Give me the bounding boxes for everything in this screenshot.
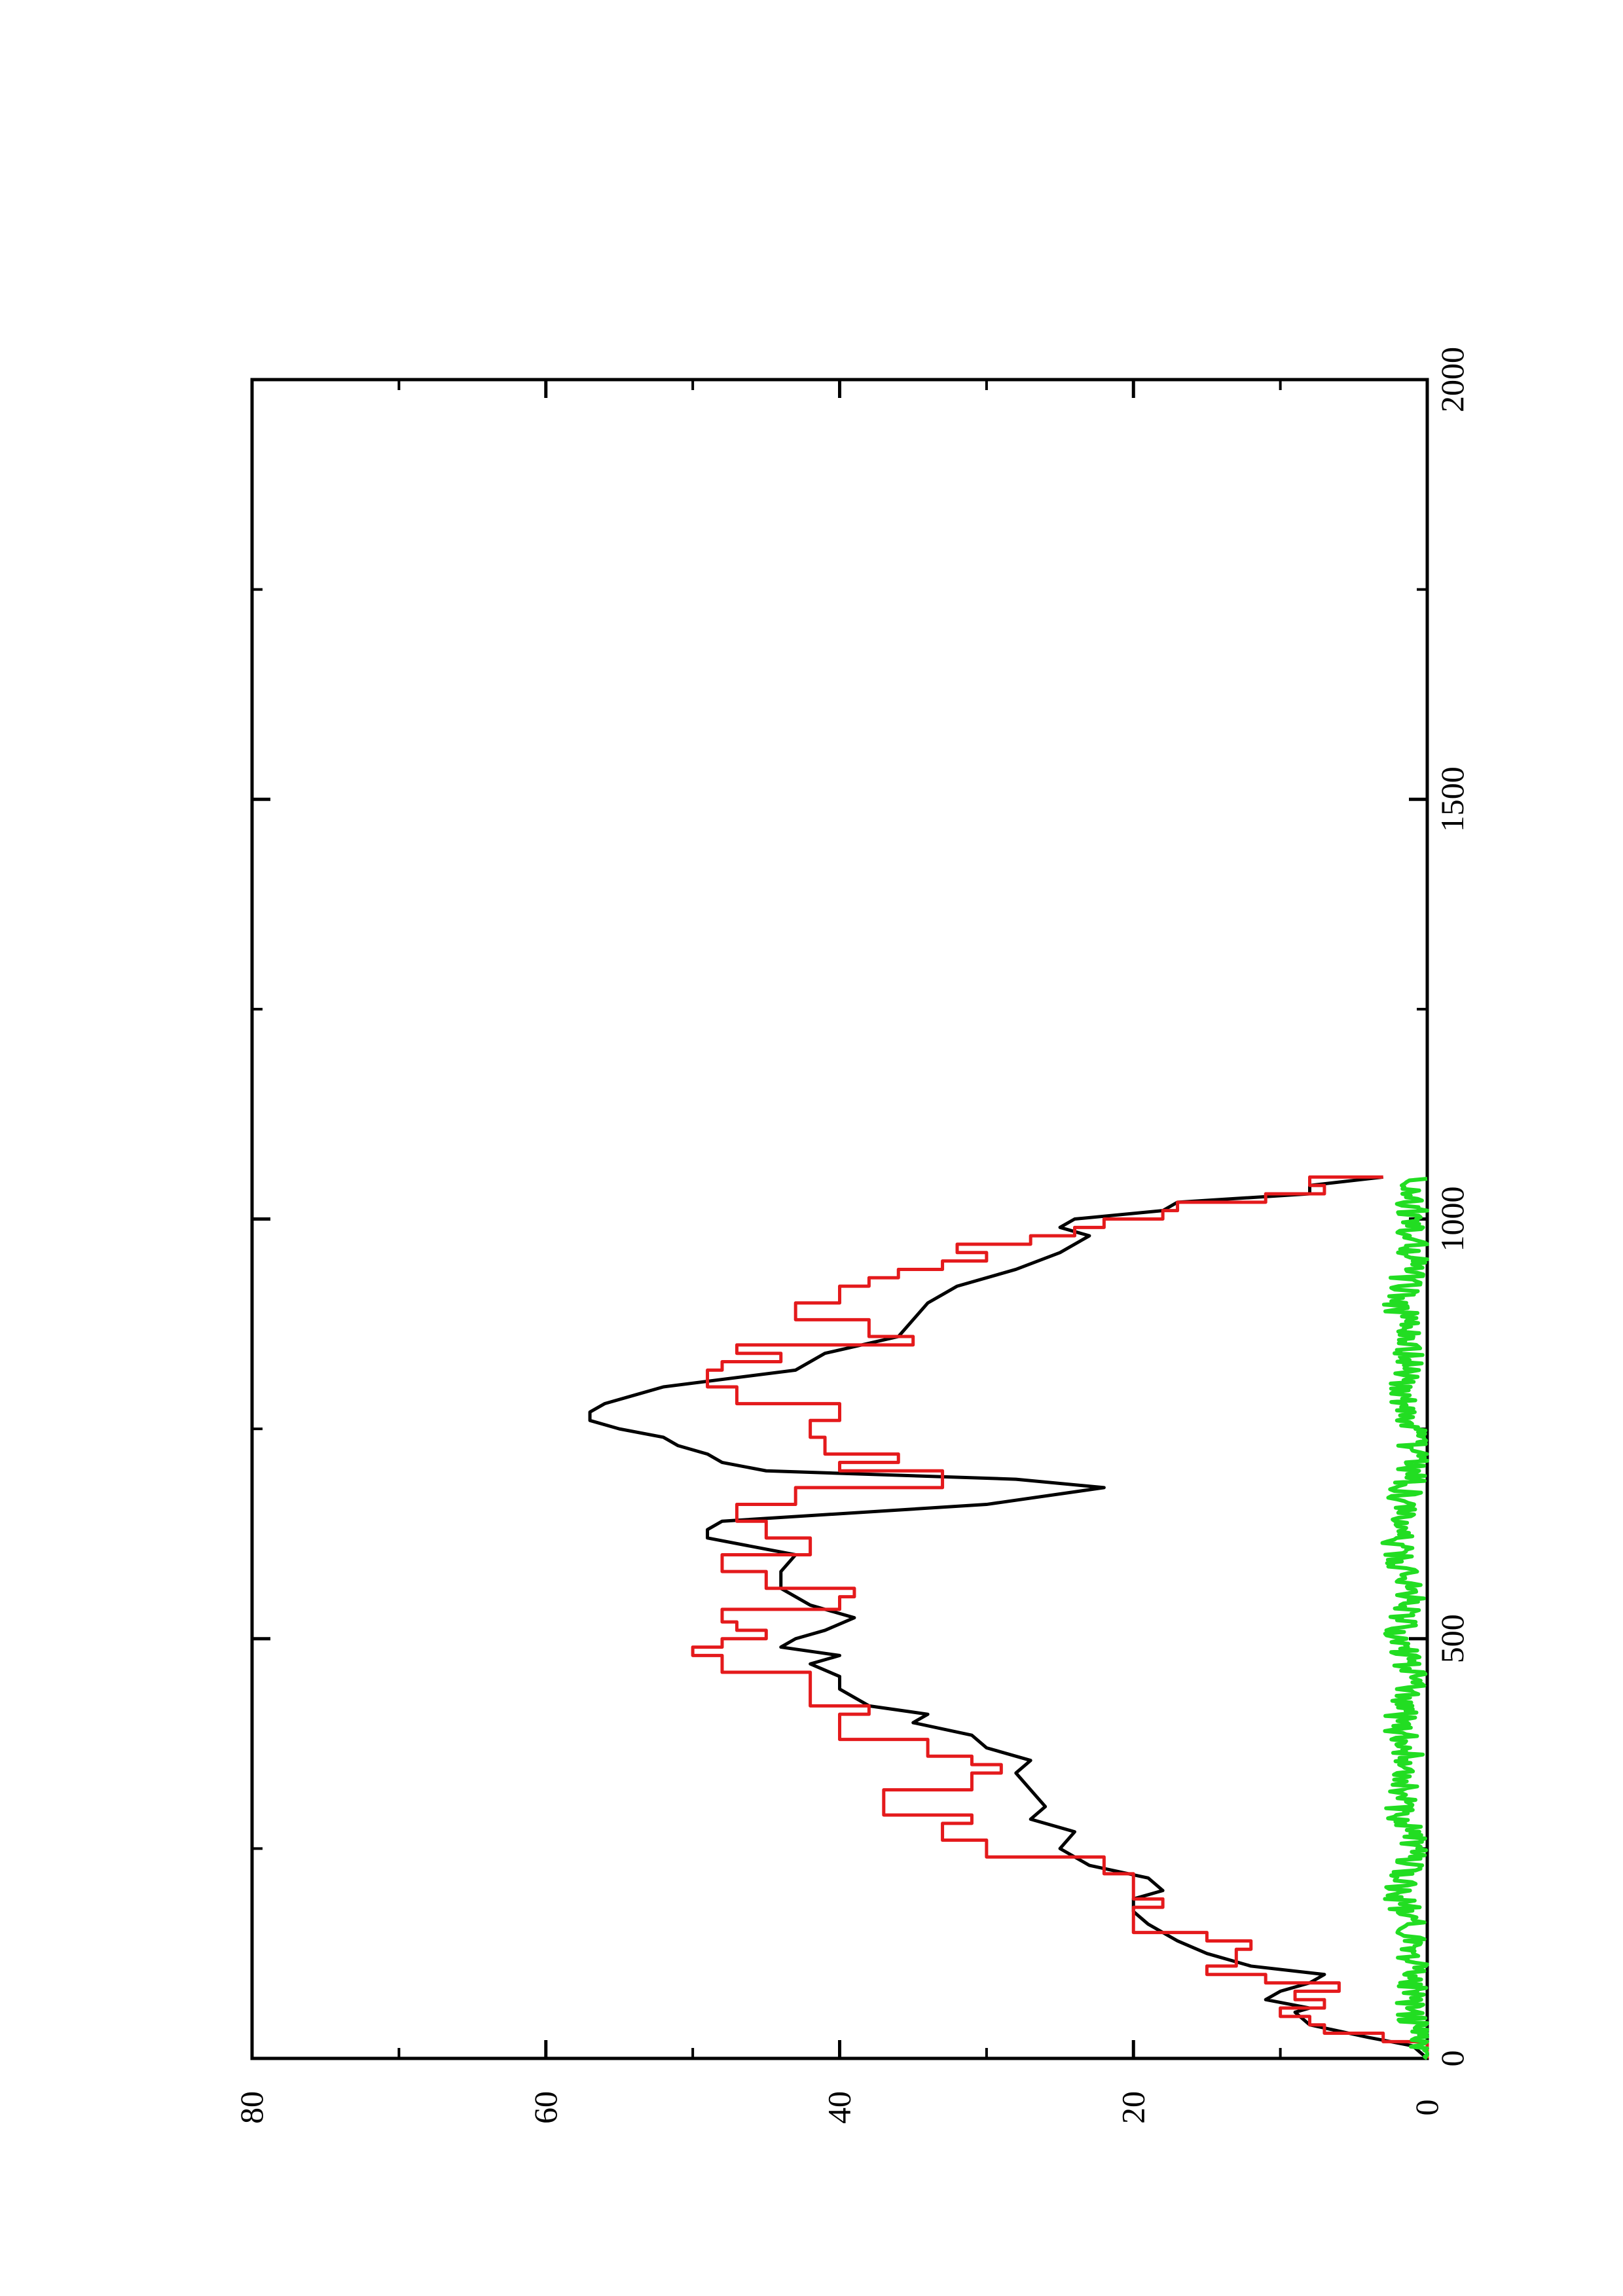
y-tick-label: 20 <box>1114 2091 1151 2124</box>
x-tick-label: 1500 <box>1434 766 1470 832</box>
plot-frame <box>250 378 1429 2060</box>
series-line-2 <box>1380 1176 1429 2060</box>
y-tick-label: 40 <box>821 2091 858 2124</box>
series-layer <box>588 1175 1429 2060</box>
y-tick-label: 60 <box>527 2091 564 2124</box>
axis-tick-labels: 0 500 1000 1500 2000 0 20 40 60 80 <box>233 347 1470 2124</box>
series-line-0 <box>588 1175 1429 2060</box>
axis-ticks <box>250 378 1429 2060</box>
x-tick-label: 2000 <box>1434 347 1470 412</box>
series-line-1 <box>691 1175 1429 2058</box>
x-tick-label: 500 <box>1434 1614 1470 1663</box>
y-tick-label: 0 <box>1408 2100 1445 2116</box>
x-tick-label: 0 <box>1434 2051 1470 2067</box>
x-tick-label: 1000 <box>1434 1187 1470 1252</box>
y-tick-label: 80 <box>233 2091 270 2124</box>
